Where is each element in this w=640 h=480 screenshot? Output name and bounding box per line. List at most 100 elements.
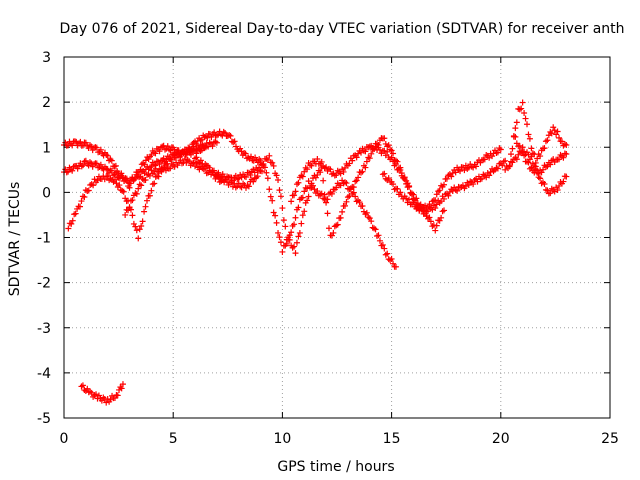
data-point bbox=[104, 152, 111, 159]
data-point bbox=[473, 163, 480, 170]
data-point bbox=[299, 194, 306, 201]
data-point bbox=[404, 180, 411, 187]
data-point bbox=[486, 172, 493, 179]
data-point bbox=[288, 198, 295, 205]
data-point bbox=[542, 138, 549, 145]
data-point bbox=[65, 225, 72, 232]
data-point bbox=[267, 193, 274, 200]
data-point bbox=[388, 147, 395, 154]
data-point bbox=[337, 214, 344, 221]
data-point bbox=[518, 105, 525, 112]
data-point bbox=[556, 156, 563, 163]
data-point bbox=[519, 144, 526, 151]
data-point bbox=[561, 141, 568, 148]
data-point bbox=[263, 169, 270, 176]
data-point bbox=[68, 220, 75, 227]
data-point bbox=[125, 207, 132, 214]
data-point bbox=[135, 185, 142, 192]
data-point bbox=[250, 178, 257, 185]
data-point bbox=[247, 172, 254, 179]
data-point bbox=[537, 175, 544, 182]
data-point bbox=[563, 151, 570, 158]
data-point bbox=[519, 99, 526, 106]
data-point bbox=[108, 157, 115, 164]
data-point bbox=[376, 237, 383, 244]
data-point bbox=[328, 190, 335, 197]
x-tick-label: 0 bbox=[60, 431, 69, 447]
data-point bbox=[152, 150, 159, 157]
data-point bbox=[142, 177, 149, 184]
data-point bbox=[371, 225, 378, 232]
data-point bbox=[180, 150, 187, 157]
data-point bbox=[510, 132, 517, 139]
data-point bbox=[97, 146, 104, 153]
data-point bbox=[346, 160, 353, 167]
data-point bbox=[136, 226, 143, 233]
data-point bbox=[363, 209, 370, 216]
data-point bbox=[69, 142, 76, 149]
data-point bbox=[263, 155, 270, 162]
y-tick-label: -1 bbox=[37, 231, 51, 247]
data-point bbox=[343, 198, 350, 205]
data-point bbox=[160, 155, 167, 162]
data-point bbox=[321, 191, 328, 198]
data-point bbox=[457, 168, 464, 175]
data-point bbox=[353, 198, 360, 205]
data-point bbox=[349, 157, 356, 164]
data-point bbox=[443, 175, 450, 182]
data-point bbox=[324, 210, 331, 217]
data-point bbox=[452, 169, 459, 176]
data-point bbox=[512, 154, 519, 161]
data-point bbox=[314, 155, 321, 162]
data-point bbox=[93, 391, 100, 398]
data-point bbox=[230, 139, 237, 146]
data-point bbox=[333, 172, 340, 179]
data-point bbox=[127, 197, 134, 204]
data-point bbox=[372, 143, 379, 150]
data-point bbox=[95, 392, 102, 399]
data-point bbox=[439, 208, 446, 215]
data-point bbox=[353, 177, 360, 184]
data-point bbox=[352, 193, 359, 200]
data-point bbox=[293, 239, 300, 246]
data-point bbox=[89, 163, 96, 170]
data-point bbox=[204, 134, 211, 141]
data-point bbox=[197, 157, 204, 164]
data-point bbox=[167, 165, 174, 172]
data-point bbox=[397, 166, 404, 173]
data-point bbox=[261, 164, 268, 171]
data-point bbox=[544, 187, 551, 194]
data-point bbox=[438, 182, 445, 189]
data-point bbox=[280, 217, 287, 224]
data-point bbox=[133, 227, 140, 234]
data-point bbox=[135, 235, 142, 242]
data-point bbox=[130, 176, 137, 183]
data-point bbox=[502, 157, 509, 164]
data-point bbox=[151, 161, 158, 168]
data-point bbox=[126, 180, 133, 187]
data-point bbox=[226, 131, 233, 138]
data-point bbox=[478, 175, 485, 182]
data-point bbox=[483, 152, 490, 159]
data-point bbox=[272, 212, 279, 219]
data-point bbox=[291, 221, 298, 228]
y-tick-label: 0 bbox=[42, 185, 51, 201]
data-point bbox=[190, 159, 197, 166]
data-point bbox=[279, 205, 286, 212]
data-point bbox=[445, 192, 452, 199]
data-point bbox=[334, 221, 341, 228]
data-point bbox=[126, 204, 133, 211]
data-point bbox=[112, 169, 119, 176]
data-point bbox=[237, 145, 244, 152]
data-point bbox=[385, 175, 392, 182]
y-tick-label: 3 bbox=[42, 50, 51, 66]
data-point bbox=[266, 152, 273, 159]
data-point bbox=[273, 219, 280, 226]
data-point bbox=[461, 167, 468, 174]
data-point bbox=[88, 143, 95, 150]
data-point bbox=[528, 145, 535, 152]
data-point bbox=[560, 154, 567, 161]
data-point bbox=[108, 167, 115, 174]
data-point bbox=[397, 189, 404, 196]
data-point bbox=[557, 151, 564, 158]
